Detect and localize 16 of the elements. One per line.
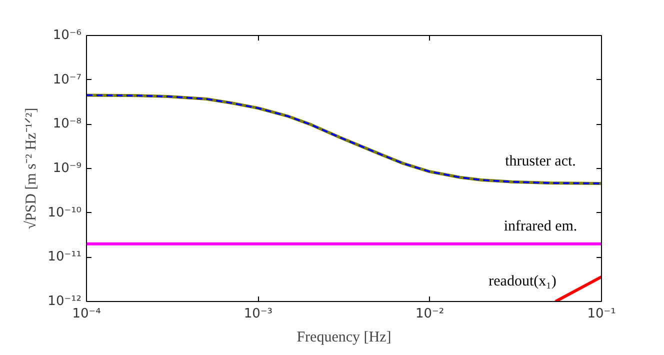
y-tick-label: 10⁻⁶ [52, 28, 82, 43]
x-tick-label: 10⁻¹ [587, 306, 616, 322]
x-tick-label: 10⁻³ [244, 306, 272, 322]
y-tick-label: 10⁻¹¹ [48, 250, 82, 265]
annotation: readout(x₁) [488, 274, 556, 290]
y-tick-label: 10⁻⁷ [52, 72, 82, 88]
y-tick-label: 10⁻¹² [48, 294, 82, 309]
annotation: thruster act. [505, 154, 576, 170]
y-axis-title: √PSD [m s⁻² Hz⁻¹ᐟ²] [24, 108, 40, 230]
x-axis-title: Frequency [Hz] [296, 330, 392, 346]
y-tick-label: 10⁻⁹ [52, 161, 82, 176]
y-tick-label: 10⁻⁸ [52, 116, 82, 132]
y-tick-label: 10⁻¹⁰ [48, 205, 82, 220]
x-tick-label: 10⁻² [416, 306, 444, 322]
x-tick-label: 10⁻⁴ [72, 306, 101, 322]
annotation: infrared em. [504, 218, 578, 234]
